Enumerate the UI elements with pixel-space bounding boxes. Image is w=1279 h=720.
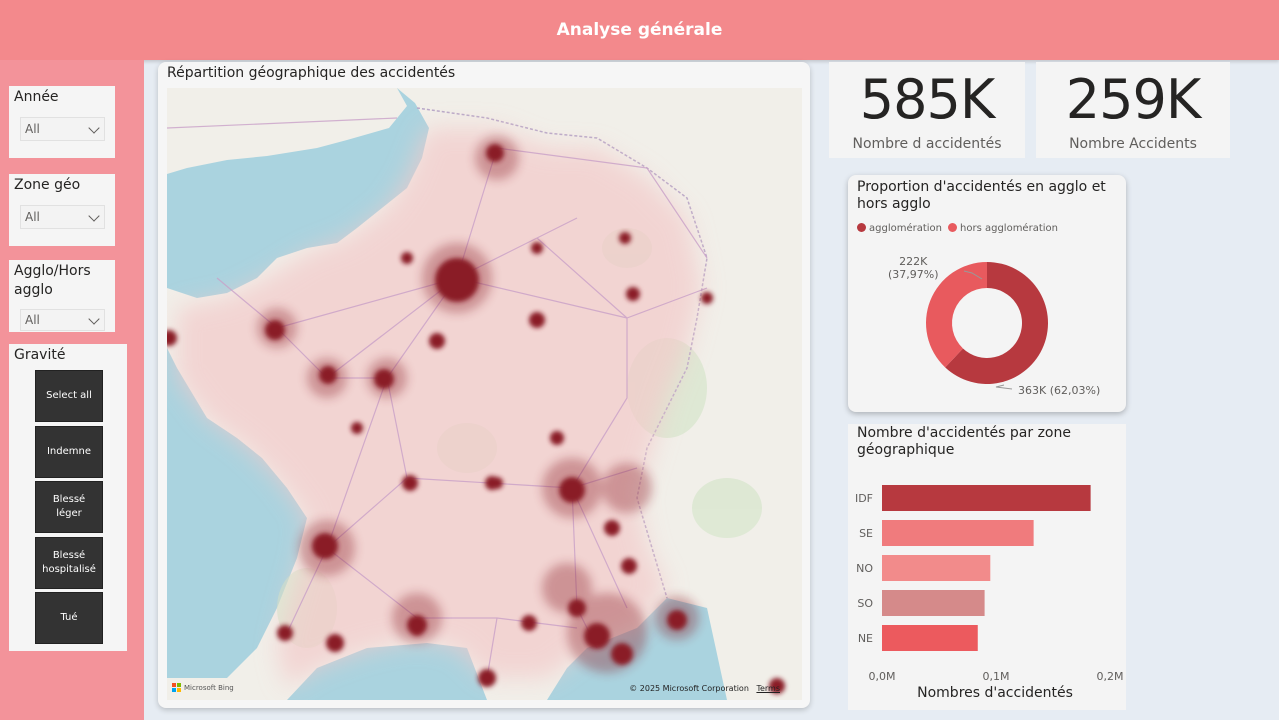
- annee-dropdown[interactable]: All: [20, 117, 105, 141]
- donut-label-hors: 222K (37,97%): [888, 255, 939, 281]
- kpi-value: 585K: [829, 68, 1025, 131]
- bing-logo-text: Microsoft Bing: [184, 684, 234, 692]
- chevron-down-icon: [88, 122, 99, 133]
- slicer-gravite-label: Gravité: [14, 346, 65, 365]
- bar-idf[interactable]: [882, 485, 1091, 511]
- page-header: Analyse générale: [0, 0, 1279, 60]
- donut-label-agglo: 363K (62,03%): [1018, 384, 1100, 397]
- map-terms-link[interactable]: Terms: [756, 684, 780, 693]
- gravite-button-blesse-hospitalise[interactable]: Blessé hospitalisé: [35, 537, 103, 589]
- map-copyright: © 2025 Microsoft Corporation: [629, 684, 749, 693]
- map-canvas: [167, 88, 802, 700]
- bar-se[interactable]: [882, 520, 1034, 546]
- bar-chart-xlabel: Nombres d'accidentés: [848, 685, 1126, 701]
- bar-no[interactable]: [882, 555, 990, 581]
- kpi-label: Nombre Accidents: [1036, 136, 1230, 152]
- zone-dropdown[interactable]: All: [20, 205, 105, 229]
- donut-label-hors-value: 222K: [888, 255, 939, 268]
- map-title: Répartition géographique des accidentés: [167, 65, 455, 81]
- bar-ne[interactable]: [882, 625, 978, 651]
- slicer-zone-label: Zone géo: [14, 176, 80, 195]
- bar-so[interactable]: [882, 590, 985, 616]
- agglo-dropdown[interactable]: All: [20, 309, 105, 331]
- slicer-zone: Zone géo All: [9, 174, 115, 246]
- zone-dropdown-value: All: [25, 210, 40, 224]
- gravite-button-tue[interactable]: Tué: [35, 592, 103, 644]
- donut-card: Proportion d'accidentés en agglo et hors…: [848, 175, 1126, 412]
- chevron-down-icon: [88, 313, 99, 324]
- bing-logo: Microsoft Bing: [172, 683, 234, 692]
- bar-chart: IDF SE NO SO NE 0,0M 0,1M 0,2M: [848, 424, 1126, 710]
- microsoft-logo-icon: [172, 683, 181, 692]
- slicer-annee-label: Année: [14, 88, 59, 107]
- slicer-annee: Année All: [9, 86, 115, 158]
- x-tick-label: 0,2M: [1097, 670, 1124, 683]
- kpi-value: 259K: [1036, 68, 1230, 131]
- gravite-button-blesse-leger-label: Blessé léger: [48, 493, 90, 521]
- kpi-card-accidents: 259K Nombre Accidents: [1036, 62, 1230, 158]
- gravite-button-select-all[interactable]: Select all: [35, 370, 103, 422]
- donut-slices: [926, 262, 1048, 384]
- gravite-button-blesse-hospitalise-label: Blessé hospitalisé: [36, 549, 102, 577]
- agglo-dropdown-value: All: [25, 313, 40, 327]
- category-label: SO: [857, 597, 873, 610]
- slicer-agglo-label: Agglo/Hors agglo: [14, 262, 114, 300]
- category-label: IDF: [855, 492, 873, 505]
- bar-chart-card: Nombre d'accidentés par zone géographiqu…: [848, 424, 1126, 710]
- gravite-button-blesse-leger[interactable]: Blessé léger: [35, 481, 103, 533]
- kpi-card-accidentes: 585K Nombre d accidentés: [829, 62, 1025, 158]
- category-label: SE: [859, 527, 873, 540]
- label-leader-agglo: [996, 385, 1012, 389]
- heatmap-map[interactable]: Microsoft Bing © 2025 Microsoft Corporat…: [167, 88, 802, 700]
- donut-chart: [848, 175, 1126, 412]
- chevron-down-icon: [88, 210, 99, 221]
- map-card: Répartition géographique des accidentés: [158, 62, 810, 708]
- category-label: NE: [858, 632, 873, 645]
- x-tick-label: 0,1M: [983, 670, 1010, 683]
- category-label: NO: [856, 562, 873, 575]
- gravite-button-indemne[interactable]: Indemne: [35, 426, 103, 478]
- slicer-agglo: Agglo/Hors agglo All: [9, 260, 115, 332]
- land-uk: [167, 88, 407, 174]
- kpi-label: Nombre d accidentés: [829, 136, 1025, 152]
- annee-dropdown-value: All: [25, 122, 40, 136]
- donut-label-hors-pct: (37,97%): [888, 268, 939, 281]
- x-tick-label: 0,0M: [869, 670, 896, 683]
- map-attribution: © 2025 Microsoft Corporation Terms: [629, 684, 780, 693]
- slicer-gravite: Gravité Select all Indemne Blessé léger …: [9, 344, 127, 651]
- page-title: Analyse générale: [557, 20, 723, 40]
